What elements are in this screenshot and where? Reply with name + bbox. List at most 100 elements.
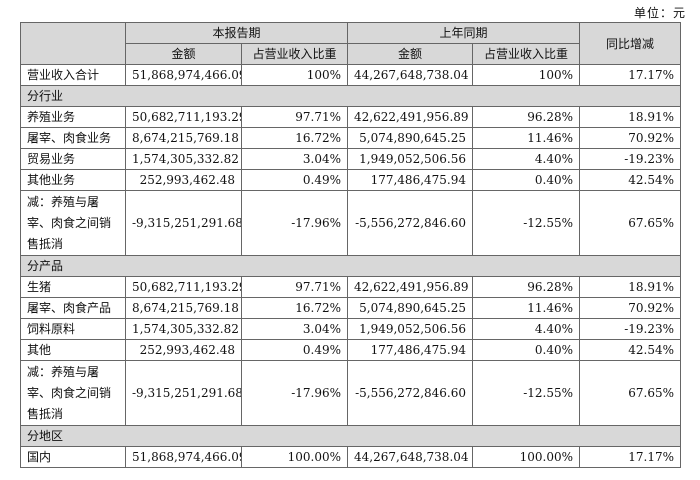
cell-prev-amount: 5,074,890,645.25 [347, 127, 474, 149]
cell-cur-ratio: 97.71% [240, 106, 349, 128]
truncated-footer-text [20, 466, 680, 480]
cell-cur-amount: 50,682,711,193.29 [125, 106, 242, 128]
cell-prev-ratio: 96.28% [472, 276, 581, 298]
cell-prev-amount: 177,486,475.94 [347, 169, 474, 191]
header-row-1: 本报告期 上年同期 同比增减 [20, 22, 682, 65]
section-header-row: 分产品 [19, 255, 682, 277]
table-row: 减：养殖与屠宰、肉食之间销售抵消 -9,315,251,291.68 -17.96%… [20, 190, 682, 256]
cell-cur-ratio: 0.49% [240, 169, 349, 191]
table-row: 养殖业务 50,682,711,193.29 97.71% 42,622,491,95… [20, 106, 682, 128]
cell-cur-amount: -9,315,251,291.68 [125, 190, 242, 256]
section-title: 分地区 [19, 425, 682, 447]
row-label: 国内 [20, 446, 126, 468]
table-row: 其他 252,993,462.48 0.49% 177,486,475.94 0.40%… [20, 339, 682, 361]
header-cur-ratio: 占营业收入比重 [240, 43, 349, 65]
row-label: 减：养殖与屠宰、肉食之间销售抵消 [20, 190, 126, 256]
unit-label: 单位：元 [633, 6, 686, 20]
cell-cur-amount: 1,574,305,332.82 [125, 318, 242, 340]
cell-cur-amount: -9,315,251,291.68 [125, 360, 242, 426]
cell-cur-ratio: 97.71% [240, 276, 349, 298]
cell-prev-ratio: 0.40% [472, 339, 581, 361]
total-cur-ratio: 100% [240, 64, 349, 86]
table-row: 其他业务 252,993,462.48 0.49% 177,486,475.94 0.4… [20, 169, 682, 191]
cell-prev-amount: 42,622,491,956.89 [347, 276, 474, 298]
header-last-year-period: 上年同期 [347, 22, 581, 44]
cell-prev-amount: 42,622,491,956.89 [347, 106, 474, 128]
cell-prev-amount: -5,556,272,846.60 [347, 360, 474, 426]
cell-cur-ratio: 3.04% [240, 148, 349, 170]
cell-prev-ratio: 4.40% [472, 318, 581, 340]
row-label: 其他业务 [20, 169, 126, 191]
total-label: 营业收入合计 [20, 64, 126, 86]
total-prev-amount: 44,267,648,738.04 [347, 64, 474, 86]
cell-yoy: 42.54% [579, 339, 682, 361]
cell-yoy: -19.23% [579, 148, 682, 170]
table-row: 减：养殖与屠宰、肉食之间销售抵消 -9,315,251,291.68 -17.96%… [20, 360, 682, 426]
section-title: 分产品 [19, 255, 682, 277]
row-label: 屠宰、肉食业务 [20, 127, 126, 149]
cell-cur-ratio: -17.96% [240, 360, 349, 426]
row-label: 其他 [20, 339, 126, 361]
section-header-row: 分地区 [19, 425, 682, 447]
cell-prev-ratio: 11.46% [472, 127, 581, 149]
header-empty-cell [20, 22, 126, 65]
cell-cur-ratio: 0.49% [240, 339, 349, 361]
cell-yoy: 70.92% [579, 297, 682, 319]
cell-prev-ratio: 96.28% [472, 106, 581, 128]
cell-prev-amount: 1,949,052,506.56 [347, 318, 474, 340]
cell-prev-amount: 44,267,648,738.04 [347, 446, 474, 468]
table-row: 生猪 50,682,711,193.29 97.71% 42,622,491,956.… [20, 276, 682, 298]
total-row: 营业收入合计 51,868,974,466.09 100% 44,267,648… [20, 64, 682, 86]
cell-prev-ratio: -12.55% [472, 190, 581, 256]
cell-cur-ratio: 16.72% [240, 127, 349, 149]
cell-prev-ratio: 4.40% [472, 148, 581, 170]
cell-yoy: 17.17% [579, 446, 682, 468]
cell-cur-ratio: 16.72% [240, 297, 349, 319]
header-row-2: 金额 占营业收入比重 金额 占营业收入比重 [21, 43, 681, 65]
cell-yoy: -19.23% [579, 318, 682, 340]
section-header-row: 分行业 [19, 85, 682, 107]
cell-cur-amount: 8,674,215,769.18 [125, 297, 242, 319]
cell-prev-amount: 1,949,052,506.56 [347, 148, 474, 170]
cell-cur-ratio: 100.00% [240, 446, 349, 468]
header-prev-ratio: 占营业收入比重 [472, 43, 581, 65]
cell-cur-amount: 51,868,974,466.09 [125, 446, 242, 468]
cell-cur-amount: 252,993,462.48 [125, 169, 242, 191]
table-row: 屠宰、肉食产品 8,674,215,769.18 16.72% 5,074,890,6… [20, 297, 682, 319]
table-row: 饲料原料 1,574,305,332.82 3.04% 1,949,052,506.5… [20, 318, 682, 340]
row-label: 饲料原料 [20, 318, 126, 340]
cell-prev-ratio: 100.00% [472, 446, 581, 468]
header-cur-amount: 金额 [125, 43, 242, 65]
cell-yoy: 18.91% [579, 276, 682, 298]
table-row: 屠宰、肉食业务 8,674,215,769.18 16.72% 5,074,890,6… [20, 127, 682, 149]
header-yoy: 同比增减 [579, 22, 682, 65]
cell-yoy: 42.54% [579, 169, 682, 191]
cell-prev-amount: 5,074,890,645.25 [347, 297, 474, 319]
cell-prev-amount: -5,556,272,846.60 [347, 190, 474, 256]
row-label: 贸易业务 [20, 148, 126, 170]
header-prev-amount: 金额 [347, 43, 474, 65]
cell-prev-amount: 177,486,475.94 [347, 339, 474, 361]
table-row: 贸易业务 1,574,305,332.82 3.04% 1,949,052,506.5… [20, 148, 682, 170]
header-current-period: 本报告期 [124, 22, 349, 44]
total-yoy: 17.17% [579, 64, 682, 86]
cell-prev-ratio: 0.40% [472, 169, 581, 191]
cell-yoy: 70.92% [579, 127, 682, 149]
cell-yoy: 18.91% [579, 106, 682, 128]
row-label: 屠宰、肉食产品 [20, 297, 126, 319]
cell-prev-ratio: 11.46% [472, 297, 581, 319]
cell-cur-ratio: 3.04% [240, 318, 349, 340]
cell-yoy: 67.65% [579, 360, 682, 426]
cell-cur-amount: 50,682,711,193.29 [125, 276, 242, 298]
cell-cur-amount: 252,993,462.48 [125, 339, 242, 361]
cell-cur-amount: 1,574,305,332.82 [125, 148, 242, 170]
revenue-table: 本报告期 上年同期 同比增减 金额 占营业收入比重 金额 占营业收入比重 营业收… [19, 22, 682, 468]
row-label: 养殖业务 [20, 106, 126, 128]
cell-prev-ratio: -12.55% [472, 360, 581, 426]
cell-cur-ratio: -17.96% [240, 190, 349, 256]
table-row: 国内 51,868,974,466.09 100.00% 44,267,648,738… [20, 446, 682, 468]
row-label: 生猪 [20, 276, 126, 298]
total-prev-ratio: 100% [472, 64, 581, 86]
cell-cur-amount: 8,674,215,769.18 [125, 127, 242, 149]
cell-yoy: 67.65% [579, 190, 682, 256]
